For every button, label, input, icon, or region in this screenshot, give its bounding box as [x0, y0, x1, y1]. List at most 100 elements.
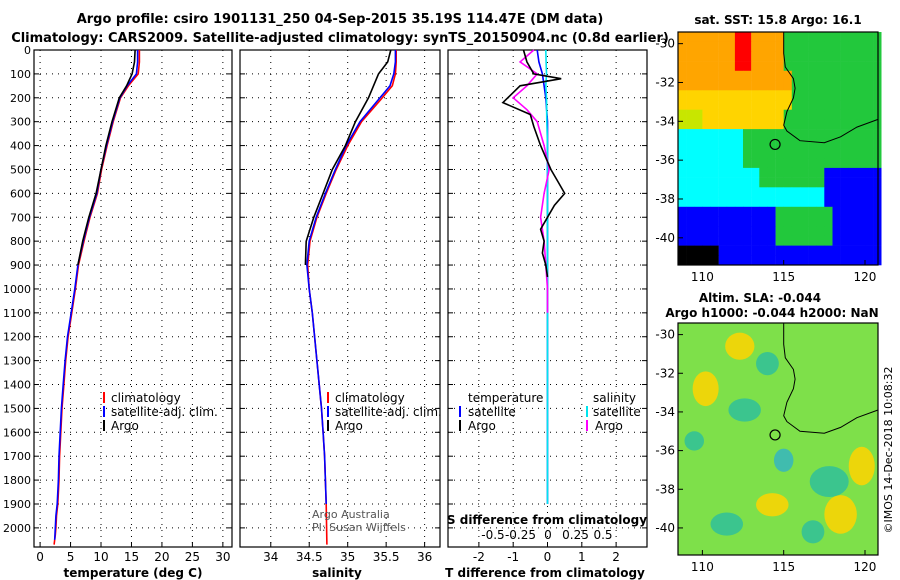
sst-cell [873, 100, 882, 110]
sst-cell [767, 158, 776, 169]
sst-cell [710, 158, 719, 169]
sst-cell [718, 61, 728, 72]
sst-cell [808, 90, 817, 101]
sst-cell [865, 216, 874, 227]
sst-cell [767, 148, 776, 159]
sst-cell [775, 235, 784, 246]
x-tick-label: 0 [544, 550, 552, 564]
sst-cell [759, 41, 768, 52]
sst-cell [832, 158, 841, 169]
sst-cell [775, 158, 784, 169]
sst-cell [832, 167, 841, 178]
temperature-grid [34, 49, 232, 547]
sst-cell [816, 100, 825, 110]
copyright-timestamp: ©IMOS 14-Dec-2018 10:08:32 [882, 367, 895, 534]
sst-cell [800, 70, 809, 81]
sst-cell [783, 41, 793, 52]
sst-cell [686, 197, 695, 207]
sst-cell [808, 167, 817, 178]
sst-cell [702, 109, 711, 120]
pi-note: PI: Susan Wijffels [312, 521, 406, 534]
sst-cell [816, 197, 825, 207]
sst-cell [743, 158, 752, 169]
sst-cell [702, 158, 711, 169]
sst-cell [816, 41, 825, 52]
sst-cell [816, 51, 825, 62]
sst-cell [873, 226, 882, 237]
sst-cell [718, 245, 728, 256]
sst-cell [710, 51, 719, 62]
sst-cell [832, 119, 841, 130]
sst-cell [678, 235, 687, 246]
x-tick-label: 34.5 [296, 550, 323, 564]
sla-anomaly [809, 466, 849, 497]
sst-cell [856, 255, 866, 266]
legend-label-s-satellite: satellite [593, 405, 641, 419]
sst-cell [800, 226, 809, 237]
sst-cell [816, 206, 825, 217]
sst-cell [824, 245, 833, 256]
sst-cell [832, 177, 841, 188]
lat-tick-label: -40 [655, 521, 675, 535]
sst-cell [824, 100, 833, 110]
sst-cell [767, 138, 776, 149]
sst-cell [686, 148, 695, 159]
sst-cell [824, 70, 833, 81]
sst-cell [832, 255, 841, 266]
sst-cell [840, 100, 849, 110]
temperature-plot-area [33, 49, 233, 548]
sst-cell [759, 129, 768, 140]
salinity-grid [240, 49, 440, 547]
sst-cell [710, 138, 719, 149]
sst-cell [832, 245, 841, 256]
sla-map-title-line2: Argo h1000: -0.044 h2000: NaN [665, 306, 878, 320]
legend-title-salinity: salinity [593, 391, 636, 405]
x-tick-label: 15 [124, 550, 139, 564]
sst-cell [808, 109, 817, 120]
sst-cell [702, 70, 711, 81]
sst-cell [694, 80, 703, 91]
sst-cell [702, 187, 711, 198]
sst-cell [759, 70, 768, 81]
sst-cell [840, 167, 849, 178]
legend-swatch-argo [327, 420, 329, 431]
sst-cell [678, 41, 687, 52]
sst-cell [726, 41, 736, 52]
sst-cell [800, 100, 809, 110]
difference-panel: -2 -1 0 1 2 -0.5 -0.25 0 0.25 0.5 S difference f… [445, 49, 648, 580]
sst-cell [686, 129, 695, 140]
lon-tick-label: 120 [854, 560, 877, 574]
sst-cell [718, 148, 728, 159]
sst-cell [865, 41, 874, 52]
sst-cell [702, 32, 711, 42]
salinity-x-label: salinity [312, 566, 362, 580]
sst-cell [686, 177, 695, 188]
sst-cell [848, 138, 858, 149]
sst-cell [710, 61, 719, 72]
series-line-2-3 [501, 49, 566, 278]
sst-cell [832, 100, 841, 110]
sla-map-frame [677, 322, 879, 556]
sst-cell [678, 109, 687, 120]
sst-cell [767, 90, 776, 101]
sst-cell [734, 245, 744, 256]
legend-label-satellite-adj: satellite-adj. clim. [111, 405, 218, 419]
sst-cell [702, 235, 711, 246]
sst-cell [743, 100, 752, 110]
sst-cell [816, 245, 825, 256]
depth-tick-label: 1600 [3, 426, 31, 439]
sst-cell [694, 197, 703, 207]
sst-cell [808, 216, 817, 227]
sst-cell [791, 109, 801, 120]
sst-cell [702, 167, 711, 178]
t-difference-x-ticks: -2 -1 0 1 2 [473, 542, 620, 564]
sst-cell [702, 206, 711, 217]
sst-cell [718, 255, 728, 266]
sst-cell [710, 80, 719, 91]
sst-cell [824, 216, 833, 227]
sst-cell [702, 216, 711, 227]
sst-cell [848, 158, 858, 169]
sst-cell [751, 109, 760, 120]
sst-cell [710, 41, 719, 52]
sst-cell [848, 32, 858, 42]
